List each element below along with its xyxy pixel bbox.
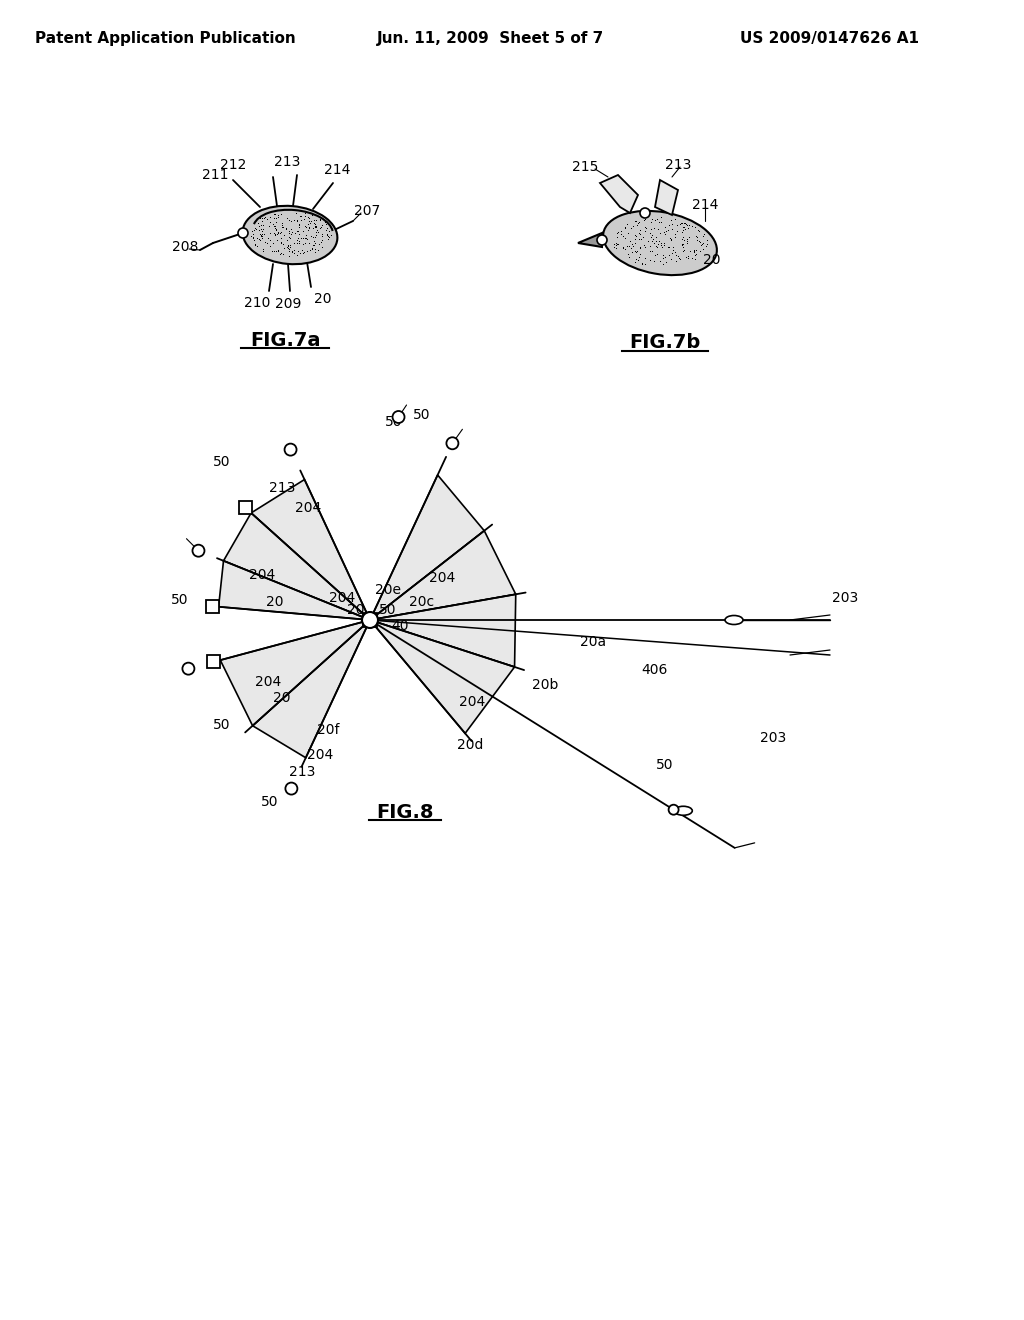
Text: 50: 50	[171, 593, 188, 607]
Text: 215: 215	[571, 160, 598, 174]
Circle shape	[640, 209, 650, 218]
Text: FIG.8: FIG.8	[376, 803, 434, 821]
Ellipse shape	[674, 807, 692, 816]
Text: 20a: 20a	[580, 635, 606, 649]
Text: 20b: 20b	[531, 678, 558, 692]
Text: 20e: 20e	[375, 583, 401, 597]
Text: 213: 213	[269, 480, 295, 495]
Text: 209: 209	[274, 297, 301, 312]
Text: 204: 204	[249, 568, 275, 582]
Text: 406: 406	[642, 663, 669, 677]
Text: 50: 50	[213, 718, 230, 733]
Text: 212: 212	[220, 158, 246, 172]
Text: 210: 210	[244, 296, 270, 310]
Circle shape	[362, 612, 378, 628]
Text: 20: 20	[314, 292, 332, 306]
Text: 214: 214	[324, 162, 350, 177]
Text: 50: 50	[213, 455, 230, 469]
Polygon shape	[370, 475, 484, 620]
Circle shape	[597, 235, 607, 246]
Text: 20: 20	[266, 595, 284, 609]
Text: 50: 50	[384, 414, 402, 429]
Text: 213: 213	[665, 158, 691, 172]
Text: 208: 208	[172, 240, 199, 253]
Text: 211: 211	[202, 168, 228, 182]
Text: 203: 203	[831, 591, 858, 605]
Text: 20c: 20c	[410, 595, 434, 609]
Polygon shape	[600, 176, 638, 213]
Text: 213: 213	[273, 154, 300, 169]
Text: FIG.7b: FIG.7b	[630, 334, 700, 352]
Text: 20: 20	[347, 603, 365, 616]
Polygon shape	[223, 513, 370, 620]
Text: 204: 204	[255, 675, 282, 689]
Text: 204: 204	[429, 572, 455, 585]
Circle shape	[446, 437, 459, 449]
Ellipse shape	[603, 211, 717, 275]
Text: US 2009/0147626 A1: US 2009/0147626 A1	[740, 30, 920, 45]
Polygon shape	[370, 531, 516, 620]
Circle shape	[669, 805, 679, 814]
Polygon shape	[370, 594, 516, 667]
Text: 40: 40	[391, 619, 409, 634]
Text: 50: 50	[261, 795, 279, 809]
Text: 50: 50	[414, 408, 431, 422]
Polygon shape	[655, 180, 678, 215]
Text: FIG.7a: FIG.7a	[250, 330, 321, 350]
Bar	[207, 656, 220, 668]
Text: 20: 20	[703, 253, 721, 267]
Text: 204: 204	[459, 696, 485, 709]
Ellipse shape	[243, 206, 337, 264]
Text: 213: 213	[289, 766, 315, 779]
Text: 214: 214	[692, 198, 718, 213]
Circle shape	[286, 783, 297, 795]
Text: 20d: 20d	[457, 738, 483, 752]
Polygon shape	[220, 620, 370, 726]
Bar	[362, 612, 377, 627]
Polygon shape	[218, 561, 370, 620]
Circle shape	[285, 444, 297, 455]
Polygon shape	[578, 234, 602, 247]
Text: 203: 203	[760, 731, 786, 744]
Text: 50: 50	[656, 758, 674, 772]
Text: Patent Application Publication: Patent Application Publication	[35, 30, 295, 45]
Text: 204: 204	[307, 748, 333, 762]
Bar	[239, 502, 252, 513]
Text: 204: 204	[295, 502, 322, 515]
Ellipse shape	[725, 615, 743, 624]
Polygon shape	[253, 620, 370, 758]
Circle shape	[193, 545, 205, 557]
Text: 20: 20	[273, 690, 291, 705]
Text: 204: 204	[329, 591, 355, 605]
Circle shape	[182, 663, 195, 675]
Polygon shape	[251, 479, 370, 620]
Text: 20f: 20f	[316, 723, 339, 737]
Text: 50: 50	[379, 603, 396, 616]
Circle shape	[238, 228, 248, 238]
Text: 207: 207	[354, 205, 380, 218]
Polygon shape	[370, 620, 515, 734]
Circle shape	[392, 411, 404, 422]
Text: Jun. 11, 2009  Sheet 5 of 7: Jun. 11, 2009 Sheet 5 of 7	[377, 30, 603, 45]
Bar	[206, 599, 219, 612]
